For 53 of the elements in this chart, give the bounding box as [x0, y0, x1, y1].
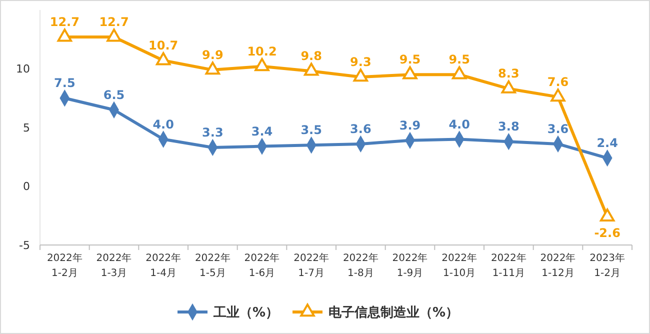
y-tick-label: 5 [23, 121, 30, 134]
data-label: 9.9 [202, 48, 224, 62]
y-tick-label: -5 [19, 238, 30, 252]
point [205, 62, 220, 75]
point [402, 66, 418, 80]
legend-label: 工业（%） [212, 306, 279, 321]
data-label: 7.5 [54, 76, 76, 90]
x-tick-label: 2022年 1-3月 [96, 252, 132, 279]
data-label: 10.7 [148, 38, 178, 53]
y-tick-label: 0 [23, 180, 30, 194]
data-label: 3.4 [251, 124, 273, 138]
data-label: 3.3 [202, 125, 224, 140]
x-tick-label: 2022年 1-11月 [490, 252, 526, 279]
data-label: 4.0 [152, 117, 174, 132]
x-tick-label: 2022年 1-9月 [392, 252, 428, 279]
point [254, 58, 270, 72]
data-label: 3.5 [300, 123, 322, 138]
x-tick-label: 2022年 1-2月 [46, 252, 82, 279]
point [57, 28, 72, 42]
data-label: 6.5 [103, 88, 125, 102]
data-label: 3.6 [350, 122, 372, 136]
x-tick-label: 2022年 1-5月 [194, 252, 230, 279]
x-tick-label: 2022年 1-8月 [342, 252, 378, 279]
point [501, 80, 516, 94]
y-tick-label: 10 [16, 62, 30, 76]
data-label: 12.7 [50, 15, 80, 30]
data-label: 4.0 [448, 117, 470, 132]
data-label: 9.8 [300, 49, 322, 64]
x-tick-label: 2023年 1-2月 [590, 252, 626, 279]
x-tick-label: 2022年 1-4月 [146, 252, 182, 279]
data-label: 9.3 [350, 54, 372, 69]
x-tick-label: 2022年 1-10月 [442, 252, 478, 279]
point [550, 88, 566, 102]
data-label: 3.8 [498, 120, 520, 134]
x-tick-label: 2022年 1-6月 [244, 252, 280, 279]
point [106, 28, 122, 42]
data-label: 3.9 [399, 118, 421, 132]
legend-label: 电子信息制造业（%） [328, 304, 459, 321]
data-label: 10.2 [247, 44, 277, 58]
data-label: 9.5 [448, 52, 470, 67]
point [452, 66, 467, 80]
data-label: 12.7 [99, 15, 129, 30]
point [353, 68, 368, 82]
data-label: 8.3 [498, 66, 520, 81]
data-label: 7.6 [547, 74, 569, 89]
data-label: -2.6 [594, 226, 620, 240]
point [156, 52, 171, 66]
data-label: 3.6 [547, 122, 569, 136]
x-tick-label: 2022年 1-12月 [540, 252, 576, 279]
data-label: 9.5 [399, 52, 421, 67]
x-tick-label: 2022年 1-7月 [294, 252, 330, 279]
point [304, 62, 319, 76]
data-label: 2.4 [596, 136, 618, 150]
